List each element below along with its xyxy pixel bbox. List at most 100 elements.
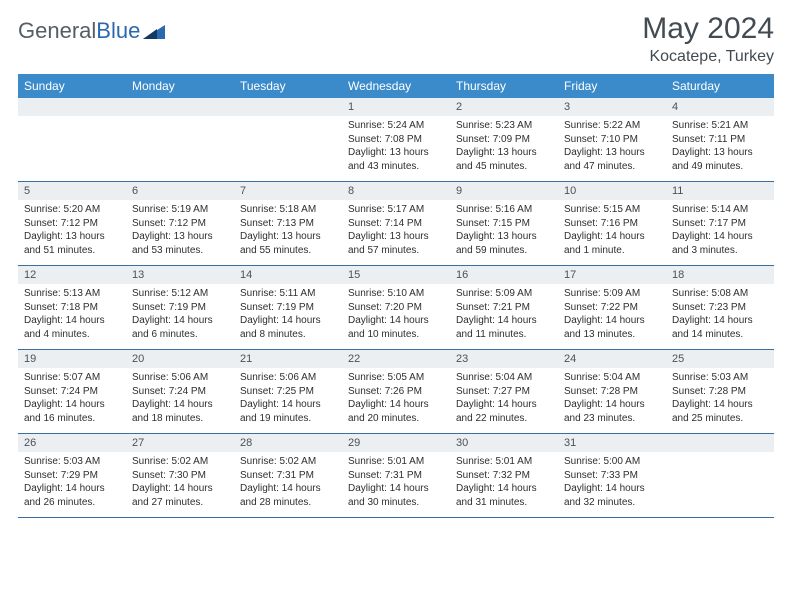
sunset-text: Sunset: 7:31 PM (240, 469, 336, 483)
day-cell (666, 434, 774, 518)
sunset-text: Sunset: 7:23 PM (672, 301, 768, 315)
dow-mon: Monday (126, 74, 234, 98)
day-data (18, 116, 126, 176)
daylight-text: Daylight: 14 hours and 31 minutes. (456, 482, 552, 509)
sunset-text: Sunset: 7:30 PM (132, 469, 228, 483)
sunrise-text: Sunrise: 5:02 AM (240, 455, 336, 469)
daylight-text: Daylight: 14 hours and 20 minutes. (348, 398, 444, 425)
daylight-text: Daylight: 14 hours and 13 minutes. (564, 314, 660, 341)
daylight-text: Daylight: 14 hours and 25 minutes. (672, 398, 768, 425)
day-number: 21 (234, 350, 342, 368)
sunrise-text: Sunrise: 5:00 AM (564, 455, 660, 469)
day-cell: 18Sunrise: 5:08 AMSunset: 7:23 PMDayligh… (666, 266, 774, 350)
day-data: Sunrise: 5:18 AMSunset: 7:13 PMDaylight:… (234, 200, 342, 265)
sunrise-text: Sunrise: 5:22 AM (564, 119, 660, 133)
day-data: Sunrise: 5:06 AMSunset: 7:24 PMDaylight:… (126, 368, 234, 433)
day-number: 22 (342, 350, 450, 368)
daylight-text: Daylight: 14 hours and 11 minutes. (456, 314, 552, 341)
sunset-text: Sunset: 7:10 PM (564, 133, 660, 147)
day-number: 29 (342, 434, 450, 452)
sunrise-text: Sunrise: 5:04 AM (564, 371, 660, 385)
day-cell: 11Sunrise: 5:14 AMSunset: 7:17 PMDayligh… (666, 182, 774, 266)
sunset-text: Sunset: 7:32 PM (456, 469, 552, 483)
sunset-text: Sunset: 7:15 PM (456, 217, 552, 231)
day-data: Sunrise: 5:04 AMSunset: 7:27 PMDaylight:… (450, 368, 558, 433)
sunrise-text: Sunrise: 5:14 AM (672, 203, 768, 217)
title-block: May 2024 Kocatepe, Turkey (642, 12, 774, 66)
day-cell: 1Sunrise: 5:24 AMSunset: 7:08 PMDaylight… (342, 98, 450, 182)
sunset-text: Sunset: 7:08 PM (348, 133, 444, 147)
day-number (234, 98, 342, 116)
daylight-text: Daylight: 14 hours and 10 minutes. (348, 314, 444, 341)
day-data: Sunrise: 5:08 AMSunset: 7:23 PMDaylight:… (666, 284, 774, 349)
location-label: Kocatepe, Turkey (642, 48, 774, 66)
day-data: Sunrise: 5:05 AMSunset: 7:26 PMDaylight:… (342, 368, 450, 433)
brand-text: GeneralBlue (18, 18, 140, 44)
day-cell: 22Sunrise: 5:05 AMSunset: 7:26 PMDayligh… (342, 350, 450, 434)
sunrise-text: Sunrise: 5:01 AM (456, 455, 552, 469)
daylight-text: Daylight: 14 hours and 28 minutes. (240, 482, 336, 509)
day-cell: 25Sunrise: 5:03 AMSunset: 7:28 PMDayligh… (666, 350, 774, 434)
day-cell: 28Sunrise: 5:02 AMSunset: 7:31 PMDayligh… (234, 434, 342, 518)
sunset-text: Sunset: 7:21 PM (456, 301, 552, 315)
day-number: 27 (126, 434, 234, 452)
daylight-text: Daylight: 14 hours and 1 minute. (564, 230, 660, 257)
week-row: 1Sunrise: 5:24 AMSunset: 7:08 PMDaylight… (18, 98, 774, 182)
day-data: Sunrise: 5:07 AMSunset: 7:24 PMDaylight:… (18, 368, 126, 433)
day-cell: 30 Sunrise: 5:01 AMSunset: 7:32 PMDayligh… (450, 434, 558, 518)
daylight-text: Daylight: 14 hours and 27 minutes. (132, 482, 228, 509)
daylight-text: Daylight: 14 hours and 6 minutes. (132, 314, 228, 341)
sunrise-text: Sunrise: 5:03 AM (24, 455, 120, 469)
day-data: Sunrise: 5:03 AMSunset: 7:28 PMDaylight:… (666, 368, 774, 433)
day-data (234, 116, 342, 176)
day-number: 1 (342, 98, 450, 116)
day-data: Sunrise: 5:03 AMSunset: 7:29 PMDaylight:… (18, 452, 126, 517)
day-number: 8 (342, 182, 450, 200)
daylight-text: Daylight: 14 hours and 19 minutes. (240, 398, 336, 425)
sunrise-text: Sunrise: 5:05 AM (348, 371, 444, 385)
day-cell: 16Sunrise: 5:09 AMSunset: 7:21 PMDayligh… (450, 266, 558, 350)
day-cell: 14Sunrise: 5:11 AMSunset: 7:19 PMDayligh… (234, 266, 342, 350)
day-number: 25 (666, 350, 774, 368)
daylight-text: Daylight: 14 hours and 3 minutes. (672, 230, 768, 257)
day-data: Sunrise: 5:02 AMSunset: 7:30 PMDaylight:… (126, 452, 234, 517)
month-title: May 2024 (642, 12, 774, 46)
day-number: 24 (558, 350, 666, 368)
day-data (126, 116, 234, 176)
day-data: Sunrise: 5:09 AMSunset: 7:21 PMDaylight:… (450, 284, 558, 349)
day-cell: 10Sunrise: 5:15 AMSunset: 7:16 PMDayligh… (558, 182, 666, 266)
day-cell: 8Sunrise: 5:17 AMSunset: 7:14 PMDaylight… (342, 182, 450, 266)
sunset-text: Sunset: 7:17 PM (672, 217, 768, 231)
day-number: 15 (342, 266, 450, 284)
daylight-text: Daylight: 13 hours and 59 minutes. (456, 230, 552, 257)
day-cell: 12Sunrise: 5:13 AMSunset: 7:18 PMDayligh… (18, 266, 126, 350)
day-cell: 9Sunrise: 5:16 AMSunset: 7:15 PMDaylight… (450, 182, 558, 266)
daylight-text: Daylight: 14 hours and 8 minutes. (240, 314, 336, 341)
day-number: 20 (126, 350, 234, 368)
sunrise-text: Sunrise: 5:03 AM (672, 371, 768, 385)
sunrise-text: Sunrise: 5:19 AM (132, 203, 228, 217)
day-cell (234, 98, 342, 182)
sunrise-text: Sunrise: 5:13 AM (24, 287, 120, 301)
sunrise-text: Sunrise: 5:17 AM (348, 203, 444, 217)
day-number (18, 98, 126, 116)
dow-tue: Tuesday (234, 74, 342, 98)
sunrise-text: Sunrise: 5:09 AM (564, 287, 660, 301)
day-cell: 23Sunrise: 5:04 AMSunset: 7:27 PMDayligh… (450, 350, 558, 434)
sunset-text: Sunset: 7:27 PM (456, 385, 552, 399)
day-number: 7 (234, 182, 342, 200)
daylight-text: Daylight: 14 hours and 30 minutes. (348, 482, 444, 509)
day-cell: 7Sunrise: 5:18 AMSunset: 7:13 PMDaylight… (234, 182, 342, 266)
sunrise-text: Sunrise: 5:12 AM (132, 287, 228, 301)
day-number: 6 (126, 182, 234, 200)
day-number: 30 (450, 434, 558, 452)
day-cell: 6Sunrise: 5:19 AMSunset: 7:12 PMDaylight… (126, 182, 234, 266)
sunset-text: Sunset: 7:09 PM (456, 133, 552, 147)
sunrise-text: Sunrise: 5:02 AM (132, 455, 228, 469)
daylight-text: Daylight: 13 hours and 43 minutes. (348, 146, 444, 173)
day-number: 4 (666, 98, 774, 116)
daylight-text: Daylight: 14 hours and 16 minutes. (24, 398, 120, 425)
day-data: Sunrise: 5:12 AMSunset: 7:19 PMDaylight:… (126, 284, 234, 349)
sunset-text: Sunset: 7:24 PM (24, 385, 120, 399)
daylight-text: Daylight: 13 hours and 45 minutes. (456, 146, 552, 173)
